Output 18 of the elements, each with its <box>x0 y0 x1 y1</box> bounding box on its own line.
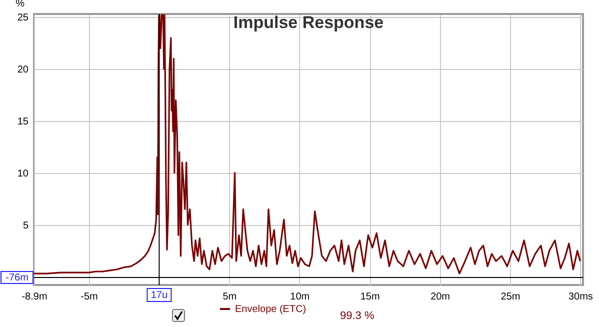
ref-line-label: -76m <box>6 272 28 284</box>
x-tick-label: -8.9m <box>22 292 48 302</box>
chart-title: Impulse Response <box>233 13 384 32</box>
x-tick-label: 20m <box>430 292 450 302</box>
y-tick-label: 25 <box>17 12 29 24</box>
x-tick-label: 5m <box>222 292 237 302</box>
y-tick-label: 20 <box>17 64 29 76</box>
y-tick-label: 10 <box>17 168 29 180</box>
legend-label: Envelope (ETC) <box>235 304 306 315</box>
text: 99.3 % <box>340 310 374 322</box>
x-tick-label: 15m <box>360 292 380 302</box>
y-tick-label: 15 <box>17 116 29 128</box>
x-tick-label: 25m <box>500 292 520 302</box>
x-tick-label: -5m <box>80 292 98 302</box>
x-tick-label: 10m <box>290 292 310 302</box>
y-tick-label: 5 <box>22 220 29 232</box>
ref-line-label: 17u <box>150 290 168 301</box>
x-tick-label: 30ms <box>568 292 593 302</box>
